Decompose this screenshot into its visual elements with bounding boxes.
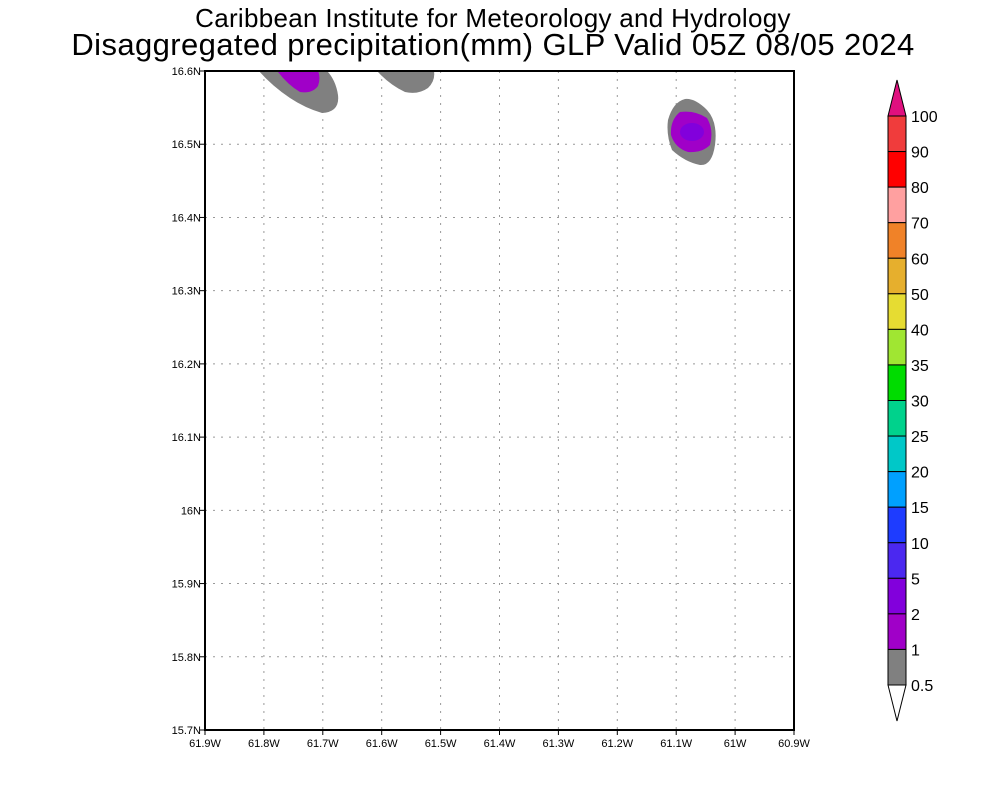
x-tick-label: 60.9W: [778, 738, 810, 750]
y-tick-label: 16.5N: [172, 139, 201, 151]
x-tick-label: 61W: [724, 738, 747, 750]
colorbar-legend: 100 90 80 70 60 50 40 35 30 25 20 15 10 5 2 1 0.5: [887, 79, 938, 722]
colorbar-label: 0.5: [911, 678, 933, 695]
x-axis: 61.9W 61.8W 61.7W 61.6W 61.5W 61.4W 61.3W 61.2W…: [189, 730, 811, 750]
grid-lines: [205, 71, 794, 730]
colorbar-top-arrow: [887, 79, 907, 117]
y-tick-label: 16N: [181, 505, 201, 517]
precip-cell-ne-core: [680, 123, 704, 141]
y-axis: 15.7N 15.8N 15.9N 16N 16.1N 16.2N 16.3N 16.4N 16…: [172, 66, 205, 737]
colorbar-label: 70: [911, 216, 929, 233]
colorbar-swatch: [887, 435, 907, 473]
y-tick-label: 16.4N: [172, 212, 201, 224]
institution-title: Caribbean Institute for Meteorology and …: [195, 3, 791, 33]
y-tick-label: 15.7N: [172, 725, 201, 737]
colorbar-swatch: [887, 222, 907, 259]
precip-cell-nw-inner: [277, 71, 320, 93]
colorbar-label: 90: [911, 145, 929, 162]
x-tick-label: 61.1W: [660, 738, 692, 750]
y-tick-label: 16.2N: [172, 359, 201, 371]
colorbar-label: 25: [911, 429, 929, 446]
colorbar-swatch: [887, 328, 907, 366]
colorbar-label: 5: [911, 571, 920, 588]
y-tick-label: 16.3N: [172, 286, 201, 298]
colorbar-label: 30: [911, 394, 929, 411]
colorbar-label: 60: [911, 251, 929, 268]
plot-title: Disaggregated precipitation(mm) GLP Vali…: [71, 27, 915, 62]
y-tick-label: 15.9N: [172, 579, 201, 591]
colorbar-label: 1: [911, 642, 920, 659]
colorbar-swatch: [887, 648, 907, 686]
precip-field: [258, 71, 716, 166]
x-tick-label: 61.7W: [307, 738, 339, 750]
colorbar-swatch: [887, 293, 907, 330]
x-tick-label: 61.8W: [248, 738, 280, 750]
colorbar-swatch: [887, 577, 907, 615]
x-tick-label: 61.3W: [543, 738, 575, 750]
colorbar-label: 40: [911, 322, 929, 339]
y-tick-label: 15.8N: [172, 652, 201, 664]
colorbar-swatch: [887, 151, 907, 188]
colorbar-swatch: [887, 471, 907, 508]
x-tick-label: 61.9W: [189, 738, 221, 750]
colorbar-label: 20: [911, 465, 929, 482]
x-tick-label: 61.4W: [484, 738, 516, 750]
colorbar-bottom-arrow: [887, 684, 907, 722]
x-tick-label: 61.5W: [425, 738, 457, 750]
x-tick-label: 61.2W: [601, 738, 633, 750]
precip-cell-n-outer: [377, 71, 435, 93]
colorbar-swatch: [887, 400, 907, 437]
y-tick-label: 16.1N: [172, 432, 201, 444]
colorbar-label: 2: [911, 607, 920, 624]
colorbar-label: 50: [911, 287, 929, 304]
colorbar-swatch: [887, 364, 907, 401]
colorbar-swatch: [887, 506, 907, 544]
colorbar-swatch: [887, 257, 907, 295]
colorbar-label: 10: [911, 536, 929, 553]
colorbar-label: 100: [911, 109, 938, 126]
colorbar-swatch: [887, 186, 907, 224]
y-tick-label: 16.6N: [172, 66, 201, 78]
colorbar-swatch: [887, 542, 907, 579]
colorbar-label: 80: [911, 180, 929, 197]
colorbar-swatch: [887, 115, 907, 153]
x-tick-label: 61.6W: [366, 738, 398, 750]
colorbar-label: 35: [911, 358, 929, 375]
colorbar-swatch: [887, 613, 907, 650]
colorbar-label: 15: [911, 500, 929, 517]
